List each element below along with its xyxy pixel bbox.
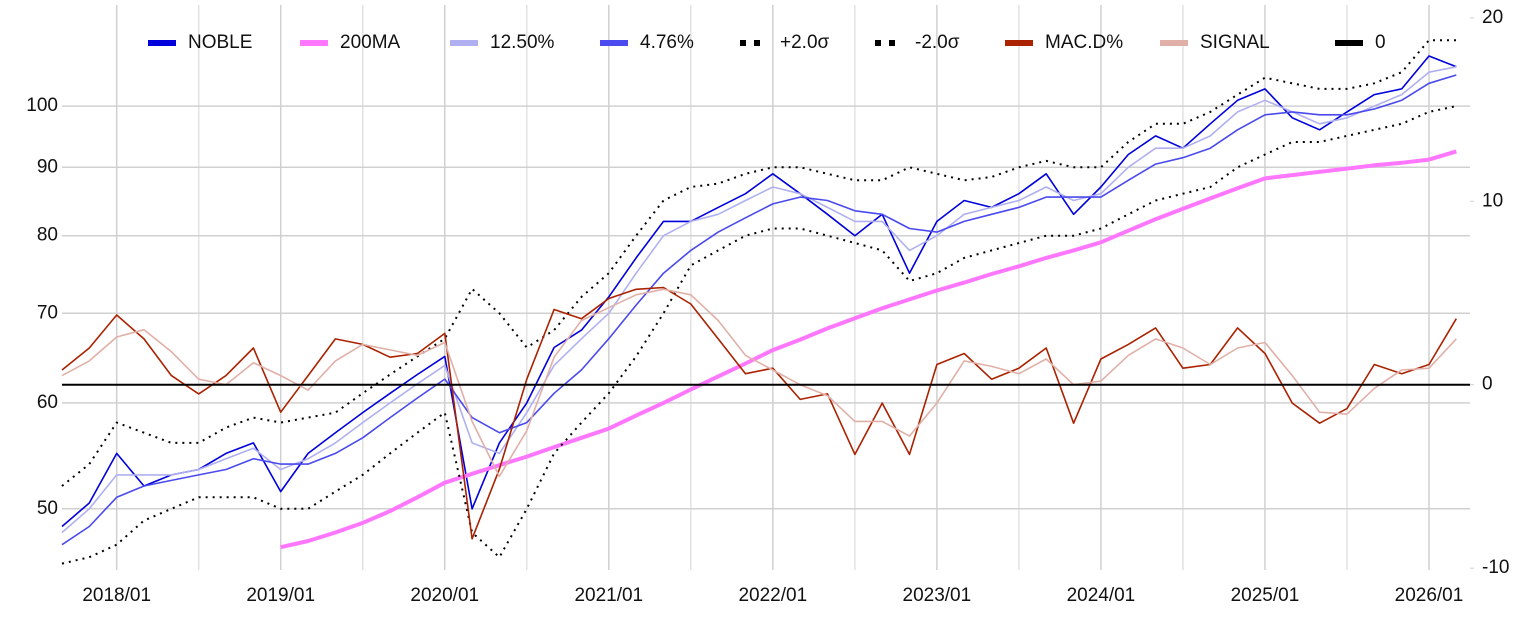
legend-label: +2.0σ (780, 32, 830, 53)
x-tick-label: 2020/01 (410, 585, 479, 606)
x-tick-label: 2022/01 (738, 585, 807, 606)
x-tick-label: 2023/01 (903, 585, 972, 606)
y2-tick-label: 20 (1482, 7, 1503, 28)
legend-label: 200MA (340, 32, 401, 53)
legend-label: 4.76% (640, 32, 694, 53)
series-line (280, 149, 1457, 550)
series-line (61, 286, 1457, 540)
y-tick-label: 50 (37, 498, 58, 519)
y-tick-label: 90 (37, 156, 58, 177)
x-tick-label: 2018/01 (82, 585, 151, 606)
legend-label: NOBLE (188, 32, 252, 53)
legend-label: -2.0σ (915, 32, 960, 53)
series-line (61, 288, 1457, 478)
y-tick-label: 100 (26, 95, 58, 116)
series-line (61, 105, 1457, 565)
y2-tick-label: 0 (1482, 374, 1493, 395)
y-tick-label: 80 (37, 225, 58, 246)
legend-label: 0 (1375, 32, 1386, 53)
x-tick-label: 2025/01 (1231, 585, 1300, 606)
x-tick-label: 2019/01 (246, 585, 315, 606)
legend-label: 12.50% (490, 32, 555, 53)
y2-tick-label: -10 (1482, 557, 1509, 578)
series-line (61, 74, 1457, 546)
x-tick-label: 2024/01 (1067, 585, 1136, 606)
series-line (61, 55, 1457, 528)
y-tick-label: 60 (37, 392, 58, 413)
y2-tick-label: 10 (1482, 190, 1503, 211)
legend-label: SIGNAL (1200, 32, 1270, 53)
legend-label: MAC.D% (1045, 32, 1123, 53)
y-tick-label: 70 (37, 302, 58, 323)
x-tick-label: 2021/01 (574, 585, 643, 606)
x-tick-label: 2026/01 (1395, 585, 1464, 606)
